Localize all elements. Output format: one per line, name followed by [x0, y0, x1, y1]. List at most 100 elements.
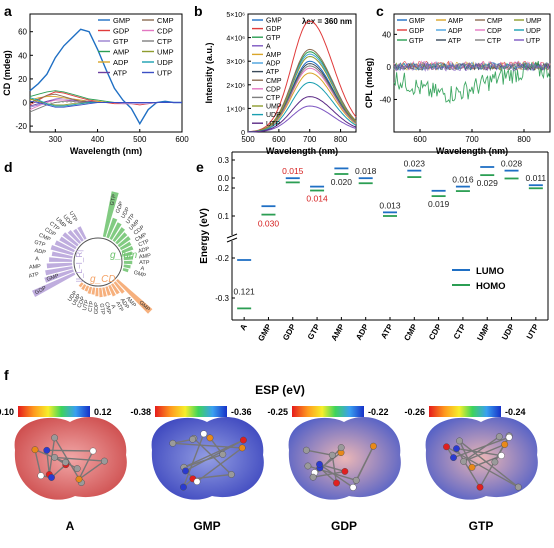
radial-bar-amp: [123, 256, 134, 261]
atom: [453, 445, 460, 452]
series-line-ump: [247, 55, 357, 133]
legend-label-lumo: LUMO: [476, 266, 504, 277]
radial-bar-label: AMP: [139, 253, 152, 260]
legend-label-gtp: GTP: [113, 37, 128, 46]
radial-bar-label: GTP: [33, 240, 46, 249]
radial-bar-label: CDP: [77, 296, 87, 309]
radial-bar-cdp: [84, 285, 90, 292]
atom: [349, 483, 357, 491]
y-tick-label: -40: [379, 95, 391, 104]
bond: [78, 460, 105, 480]
bond: [182, 433, 205, 488]
atom: [73, 465, 81, 472]
radial-bar-label: GDP: [34, 285, 48, 296]
legend-label-ump: UMP: [266, 104, 282, 111]
atom: [328, 451, 336, 459]
series-line-ctp: [393, 61, 551, 70]
y-tick-label: 0: [23, 99, 28, 108]
radial-bar-label: CTP: [138, 239, 151, 249]
axis-break-mark: [226, 233, 238, 239]
radial-bar-gdp: [95, 287, 99, 297]
y-tick-label: -20: [15, 122, 27, 131]
radial-bar-label: GDP: [115, 201, 125, 215]
radial-bar-label: GDP: [94, 302, 100, 314]
radial-bar-gtp: [50, 245, 74, 256]
gap-label-atp: 0.013: [379, 200, 401, 210]
radial-bar-ctp: [91, 287, 96, 295]
bond: [319, 463, 354, 488]
atom: [37, 472, 45, 480]
panel-letter-d: d: [4, 159, 13, 175]
legend-label-adp: ADP: [266, 61, 281, 68]
x-tick-label: 800: [334, 135, 348, 144]
radial-bar-gtp: [99, 287, 103, 298]
atom: [51, 453, 58, 461]
legend-label-cmp: CMP: [487, 18, 503, 25]
legend-label-udp: UDP: [526, 28, 541, 35]
panel-a-cd-chart: 300 400 500 600 -20 0 20 40 60 Wavelength (nm) CD …: [2, 13, 189, 156]
x-tick-label: CTP: [452, 322, 468, 341]
x-tick-label: 600: [272, 135, 286, 144]
series-line-utp: [393, 62, 551, 72]
gap-label-ctp: 0.016: [452, 175, 474, 185]
y-axis-label: Energy (eV): [199, 208, 210, 264]
bond: [319, 463, 346, 473]
colorbar-max-label: 0.12: [94, 407, 112, 417]
colorbar: [18, 406, 90, 417]
x-tick-label: 500: [241, 135, 255, 144]
legend-label-udp: UDP: [157, 58, 173, 67]
bond: [463, 436, 500, 462]
bond: [355, 445, 375, 481]
radial-bar-label: CDP: [43, 227, 56, 238]
radial-bar-label: A: [35, 256, 39, 262]
y-tick-label: 0: [387, 63, 392, 72]
radial-bar-a: [49, 257, 73, 262]
gap-label-adp: 0.018: [355, 166, 377, 176]
x-tick-label: GMP: [256, 322, 273, 343]
radial-bar-adp: [111, 283, 120, 295]
x-tick-label: GTP: [306, 322, 322, 341]
radial-bar-gmp: [44, 269, 74, 283]
panel-letter-e: e: [196, 159, 204, 175]
legend-label-adp: ADP: [113, 58, 128, 67]
radial-bar-cmp: [54, 240, 75, 253]
atom: [31, 446, 39, 454]
molecule-label-gtp: GTP: [469, 519, 494, 533]
radial-bar-label: A: [109, 304, 116, 310]
gap-label-cmp: 0.023: [404, 159, 426, 169]
x-axis-label: Wavelength (nm): [436, 146, 508, 156]
series-line-gtp: [393, 60, 551, 104]
bond: [192, 473, 232, 480]
radial-bar-cmp: [119, 241, 132, 251]
radial-bar-label: GMP: [46, 273, 60, 283]
radial-bar-utp: [87, 286, 93, 294]
legend-label-gdp: GDP: [113, 27, 129, 36]
colorbar-min-label: -0.25: [267, 407, 288, 417]
y-tick-label: 0: [241, 130, 245, 137]
gap-label-gdp: 0.015: [282, 166, 304, 176]
x-tick-label: 700: [465, 135, 479, 144]
legend-label-gmp: GMP: [266, 18, 282, 25]
atom: [227, 471, 235, 478]
colorbar-max-label: -0.22: [368, 407, 389, 417]
x-axis-label: Wavelength (nm): [266, 146, 338, 156]
legend-label-gtp: GTP: [409, 38, 424, 45]
panel-letter-b: b: [194, 3, 203, 19]
radial-bar-label: A: [140, 266, 145, 273]
legend-label-cmp: CMP: [266, 78, 282, 85]
bond: [446, 446, 519, 488]
atom: [333, 479, 340, 487]
y-tick-label: 0.2: [218, 184, 230, 193]
radial-bar-label: CTP: [88, 300, 96, 312]
atom: [189, 435, 197, 443]
legend-label-gmp: GMP: [113, 16, 130, 25]
radial-bar-label: UDP: [61, 214, 73, 227]
atom: [491, 458, 499, 466]
y-tick-label: 40: [382, 30, 391, 39]
legend-label-amp: AMP: [266, 52, 282, 59]
colorbar-max-label: -0.36: [231, 407, 252, 417]
radial-bar-a: [123, 264, 131, 269]
y-axis-label: Intensity (a.u.): [204, 42, 214, 103]
legend-label-cdp: CDP: [487, 28, 502, 35]
